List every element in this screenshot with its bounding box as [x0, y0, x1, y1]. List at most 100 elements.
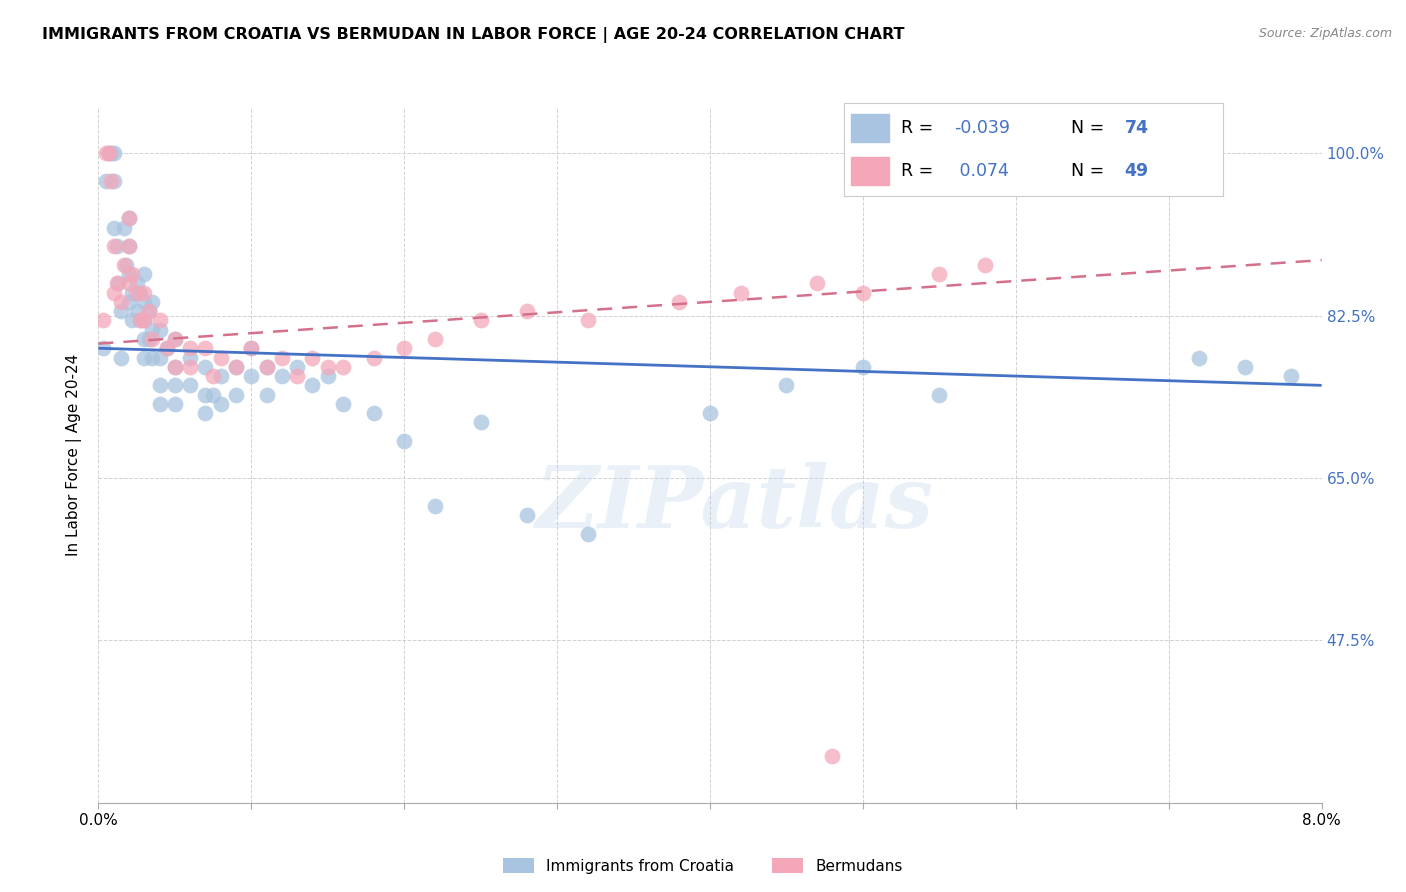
Text: 49: 49: [1125, 162, 1149, 180]
Point: [423, 499, 446, 513]
Point: [149, 351, 172, 365]
Point: [301, 378, 323, 392]
Point: [138, 304, 160, 318]
Point: [1279, 369, 1302, 384]
Point: [118, 239, 141, 253]
Point: [118, 267, 141, 281]
Point: [134, 294, 156, 309]
Point: [974, 258, 997, 272]
Point: [821, 749, 844, 764]
Point: [516, 304, 538, 318]
Point: [128, 313, 150, 327]
Point: [363, 406, 385, 420]
Point: [806, 277, 828, 291]
Point: [141, 332, 163, 346]
Point: [179, 341, 201, 355]
Point: [270, 369, 294, 384]
Point: [363, 351, 385, 365]
Point: [134, 332, 156, 346]
Text: Source: ZipAtlas.com: Source: ZipAtlas.com: [1258, 27, 1392, 40]
Point: [118, 239, 141, 253]
Point: [94, 146, 117, 161]
Text: 0.074: 0.074: [953, 162, 1008, 180]
Text: -0.039: -0.039: [953, 119, 1010, 136]
Point: [316, 369, 339, 384]
Point: [209, 397, 232, 411]
Point: [316, 359, 339, 374]
Point: [163, 359, 186, 374]
Point: [285, 359, 308, 374]
Point: [156, 341, 179, 355]
Point: [121, 313, 143, 327]
Point: [125, 285, 148, 300]
Point: [699, 406, 721, 420]
Point: [852, 359, 875, 374]
Point: [103, 285, 125, 300]
Point: [163, 359, 186, 374]
Point: [301, 351, 323, 365]
Point: [225, 387, 247, 401]
Point: [134, 313, 156, 327]
Point: [256, 359, 278, 374]
Point: [392, 341, 416, 355]
Point: [194, 341, 217, 355]
Point: [149, 378, 172, 392]
Point: [270, 351, 294, 365]
Point: [928, 387, 950, 401]
Point: [209, 351, 232, 365]
Point: [516, 508, 538, 523]
Point: [103, 174, 125, 188]
Point: [138, 332, 160, 346]
Point: [209, 369, 232, 384]
Point: [928, 267, 950, 281]
Point: [138, 304, 160, 318]
Point: [103, 239, 125, 253]
Point: [225, 359, 247, 374]
Point: [134, 267, 156, 281]
Point: [163, 332, 186, 346]
Point: [194, 387, 217, 401]
Text: N =: N =: [1071, 162, 1111, 180]
Point: [423, 332, 446, 346]
Point: [852, 285, 875, 300]
Point: [1188, 351, 1211, 365]
Point: [141, 323, 163, 337]
Point: [98, 146, 121, 161]
Point: [1234, 359, 1257, 374]
Point: [163, 332, 186, 346]
Point: [668, 294, 690, 309]
Point: [576, 526, 599, 541]
Point: [134, 285, 156, 300]
Point: [156, 341, 179, 355]
Point: [110, 351, 132, 365]
Point: [103, 220, 125, 235]
Point: [240, 369, 263, 384]
Point: [285, 369, 308, 384]
Point: [240, 341, 263, 355]
Point: [149, 323, 172, 337]
Point: [134, 351, 156, 365]
Point: [91, 313, 114, 327]
Point: [149, 397, 172, 411]
Point: [470, 313, 492, 327]
Text: ZIPatlas: ZIPatlas: [536, 462, 934, 545]
Point: [110, 304, 132, 318]
Text: N =: N =: [1071, 119, 1111, 136]
Point: [163, 397, 186, 411]
Text: R =: R =: [901, 119, 938, 136]
Point: [125, 277, 148, 291]
Point: [194, 359, 217, 374]
Point: [730, 285, 752, 300]
Point: [141, 294, 163, 309]
Point: [94, 174, 117, 188]
Point: [470, 416, 492, 430]
Point: [134, 313, 156, 327]
Point: [121, 267, 143, 281]
Point: [105, 239, 128, 253]
Point: [118, 277, 141, 291]
Bar: [851, 114, 889, 142]
Point: [202, 369, 225, 384]
Point: [775, 378, 797, 392]
Point: [100, 146, 122, 161]
Point: [112, 220, 135, 235]
